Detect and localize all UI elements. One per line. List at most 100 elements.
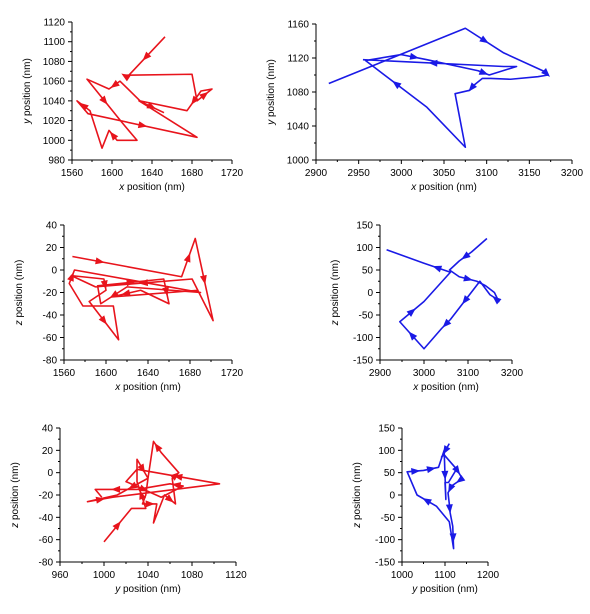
chart-yz-blue: 1000 1100 1200 -150 -100 -50 0 50 100 150 y positi… <box>352 424 500 596</box>
direction-arrow <box>99 95 108 105</box>
x-tick-label: 3100 <box>457 368 480 379</box>
direction-arrow <box>422 498 432 506</box>
x-axis-label: x position (nm) <box>114 382 181 393</box>
y-tick-label: -40 <box>43 311 58 322</box>
x-tick-label: 1000 <box>391 570 414 581</box>
direction-arrow <box>199 274 207 285</box>
y-tick-label: -40 <box>39 513 54 524</box>
y-tick-label: 100 <box>356 243 373 254</box>
direction-arrow <box>183 252 191 263</box>
x-tick-label: 1600 <box>101 168 124 179</box>
chart-xz-blue: 2900 3000 3100 3200 -150 -100 -50 0 50 100 150 x po… <box>330 221 524 394</box>
direction-arrow <box>441 470 449 480</box>
x-tick-label: 1560 <box>53 368 76 379</box>
y-tick-label: -60 <box>43 333 58 344</box>
direction-arrow <box>79 102 89 111</box>
direction-arrow <box>408 331 418 341</box>
y-tick-label: 0 <box>51 266 57 277</box>
y-tick-label: -100 <box>353 333 373 344</box>
x-tick-label: 1200 <box>477 570 500 581</box>
x-tick-label: 1000 <box>93 570 116 581</box>
chart-yz-red: 960 1000 1040 1080 1120 -80 -60 -40 -20 0 20 40 y po… <box>10 424 247 596</box>
y-tick-label: 1100 <box>43 37 65 48</box>
trajectory-line <box>68 237 214 341</box>
direction-arrow <box>456 474 466 483</box>
direction-arrow <box>445 504 453 514</box>
direction-arrow <box>432 265 443 273</box>
direction-arrow <box>109 290 120 299</box>
direction-arrow <box>154 442 163 453</box>
y-tick-label: 1000 <box>43 136 66 147</box>
direction-arrow <box>426 466 436 474</box>
x-axis-label: x position (nm) <box>118 182 185 193</box>
direction-arrow <box>138 279 149 287</box>
y-tick-label: 1120 <box>287 54 309 65</box>
x-tick-label: 1040 <box>137 570 160 581</box>
x-tick-label: 1640 <box>141 168 164 179</box>
direction-arrow <box>411 467 421 475</box>
direction-arrow <box>139 490 146 500</box>
direction-arrow <box>95 496 106 504</box>
trajectory-line <box>386 237 500 350</box>
direction-arrow <box>442 318 452 328</box>
x-tick-label: 1100 <box>434 570 456 581</box>
y-tick-label: 980 <box>48 156 65 167</box>
direction-arrow <box>468 82 477 92</box>
direction-arrow <box>449 533 457 543</box>
direction-arrow <box>461 251 471 260</box>
y-tick-label: 1080 <box>43 57 66 68</box>
x-tick-label: 3200 <box>561 168 584 179</box>
y-tick-label: 40 <box>42 424 54 435</box>
y-tick-label: 1060 <box>43 77 66 88</box>
direction-arrow <box>110 79 120 88</box>
x-tick-label: 1120 <box>225 570 247 581</box>
y-axis-label: y position (nm) <box>22 58 33 125</box>
x-axis-label: x position (nm) <box>410 182 477 193</box>
direction-arrow <box>191 95 200 105</box>
direction-arrow <box>448 483 456 493</box>
direction-arrow <box>479 35 489 44</box>
y-tick-label: 1040 <box>43 96 66 107</box>
y-axis-label: z position (nm) <box>10 462 21 529</box>
y-tick-label: 0 <box>367 288 373 299</box>
x-tick-label: 3000 <box>390 168 413 179</box>
x-tick-label: 1640 <box>137 368 160 379</box>
direction-arrow <box>409 52 420 60</box>
x-tick-label: 1720 <box>221 368 244 379</box>
y-tick-label: 1000 <box>287 156 310 167</box>
x-tick-label: 3200 <box>501 368 524 379</box>
y-tick-label: 1040 <box>287 122 310 133</box>
direction-arrow <box>462 295 471 305</box>
y-tick-label: -60 <box>39 535 54 546</box>
direction-arrow <box>109 131 119 141</box>
x-tick-label: 3150 <box>518 168 541 179</box>
direction-arrow <box>199 91 209 101</box>
y-axis-label: z position (nm) <box>14 260 25 327</box>
direction-arrow <box>121 73 131 82</box>
direction-arrow <box>478 68 489 75</box>
x-tick-label: 3000 <box>413 368 436 379</box>
direction-arrow <box>146 101 157 109</box>
x-tick-label: 1720 <box>221 168 244 179</box>
y-tick-label: -80 <box>43 356 58 367</box>
x-tick-label: 3050 <box>433 168 456 179</box>
direction-arrow <box>138 484 149 492</box>
y-tick-label: -80 <box>39 558 54 569</box>
direction-arrow <box>137 463 146 474</box>
y-tick-label: 1020 <box>43 116 66 127</box>
y-tick-label: 0 <box>47 468 53 479</box>
y-tick-label: -20 <box>39 491 54 502</box>
y-tick-label: -20 <box>43 288 58 299</box>
trajectory-line <box>76 36 213 149</box>
chart-xy-red: 1560 1600 1640 1680 1720 980 1000 1020 1040 1060 1… <box>22 18 244 194</box>
trajectory-line <box>86 440 221 543</box>
x-tick-label: 2900 <box>305 168 328 179</box>
x-tick-label: 1600 <box>95 368 118 379</box>
y-tick-label: 1120 <box>43 18 65 29</box>
y-tick-label: -50 <box>359 311 374 322</box>
x-axis-label: y position (nm) <box>411 584 478 595</box>
direction-arrow <box>95 257 105 265</box>
chart-xz-red: 1560 1600 1640 1680 1720 -80 -60 -40 -20 0 20 40 x p… <box>14 221 244 394</box>
direction-arrow <box>541 67 550 77</box>
direction-arrow <box>173 473 183 481</box>
